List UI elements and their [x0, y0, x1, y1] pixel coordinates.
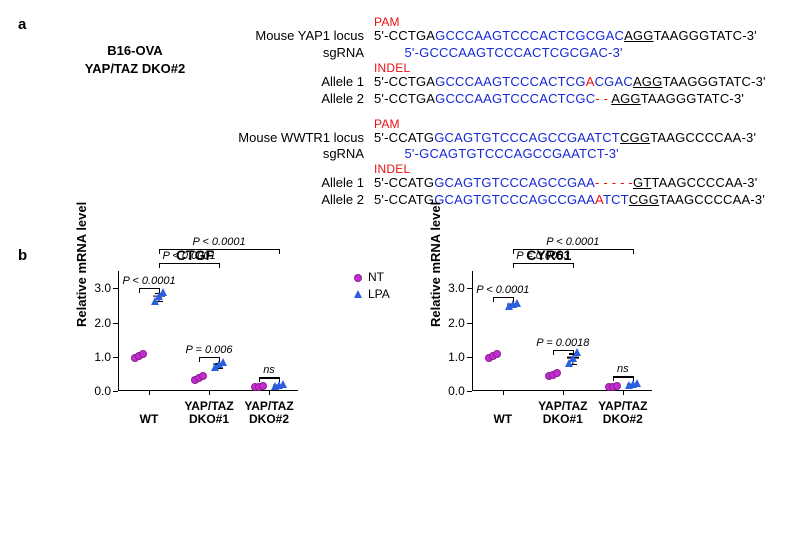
- sig-label: P < 0.0001: [476, 284, 529, 296]
- sequence-overlabel: INDEL: [234, 163, 766, 175]
- triangle-icon: [354, 290, 362, 298]
- data-point: [553, 369, 561, 377]
- panel-a: a B16-OVA YAP/TAZ DKO#2 PAMMouse YAP1 lo…: [18, 16, 789, 219]
- y-axis-label: Relative mRNA level: [428, 202, 443, 327]
- panel-b: b CTGF 0.0 1.0 2.0 3.0 WT YAP/TAZDKO#1 Y…: [18, 247, 789, 425]
- data-point: [513, 299, 521, 307]
- sig-label: P < 0.0001: [546, 236, 599, 248]
- x-tick-label: YAP/TAZDKO#1: [538, 400, 587, 426]
- chart-legend: NT LPA: [354, 269, 390, 425]
- sig-label: P < 0.0001: [122, 275, 175, 287]
- sequence-row: sgRNA 5'-GCAGTGTCCCAGCCGAATCT-3': [234, 146, 766, 163]
- sig-label: P = 0.006: [185, 344, 232, 356]
- x-tick-label: YAP/TAZDKO#1: [184, 400, 233, 426]
- legend-nt: NT: [354, 269, 390, 286]
- sig-label: P < 0.0001: [192, 236, 245, 248]
- data-point: [259, 382, 267, 390]
- y-tick-label: 3.0: [447, 281, 465, 295]
- y-tick-label: 0.0: [93, 384, 111, 398]
- y-tick-label: 2.0: [447, 316, 465, 330]
- data-point: [219, 358, 227, 366]
- legend-lpa: LPA: [354, 286, 390, 303]
- y-tick-label: 3.0: [93, 281, 111, 295]
- circle-icon: [354, 274, 362, 282]
- chart-cyr61: CYR61 0.0 1.0 2.0 3.0 WT YAP/TAZDKO#1 YA…: [434, 247, 664, 425]
- data-point: [159, 288, 167, 296]
- sequence-overlabel: PAM: [234, 118, 766, 130]
- sig-label: ns: [617, 363, 629, 375]
- data-point: [199, 372, 207, 380]
- sequence-row: Mouse YAP1 locus5'-CCTGAGCCCAAGTCCCACTCG…: [234, 28, 766, 45]
- data-point: [613, 382, 621, 390]
- sig-label: P = 0.0003: [516, 250, 569, 262]
- sig-label: P = 0.0018: [536, 337, 589, 349]
- y-tick-label: 2.0: [93, 316, 111, 330]
- data-point: [573, 348, 581, 356]
- y-tick-label: 1.0: [93, 350, 111, 364]
- x-tick-label: WT: [140, 413, 159, 426]
- data-point: [279, 380, 287, 388]
- sequence-row: Allele 15'-CCATGGCAGTGTCCCAGCCGAA- - - -…: [234, 175, 766, 192]
- chart-ctgf: CTGF 0.0 1.0 2.0 3.0 WT YAP/TAZDKO#1 YAP…: [80, 247, 310, 425]
- y-axis-label: Relative mRNA level: [74, 202, 89, 327]
- x-tick-label: YAP/TAZDKO#2: [244, 400, 293, 426]
- sig-label: P < 0.0001: [162, 250, 215, 262]
- sequence-row: Allele 15'-CCTGAGCCCAAGTCCCACTCGACGACAGG…: [234, 74, 766, 91]
- panel-a-label: a: [18, 16, 26, 33]
- y-tick-label: 0.0: [447, 384, 465, 398]
- sequence-overlabel: PAM: [234, 16, 766, 28]
- y-tick-label: 1.0: [447, 350, 465, 364]
- sequence-row: Mouse WWTR1 locus5'-CCATGGCAGTGTCCCAGCCG…: [234, 130, 766, 147]
- x-tick-label: YAP/TAZDKO#2: [598, 400, 647, 426]
- sequence-alignments: PAMMouse YAP1 locus5'-CCTGAGCCCAAGTCCCAC…: [234, 16, 766, 219]
- panel-b-label: b: [18, 247, 27, 264]
- sequence-row: Allele 25'-CCATGGCAGTGTCCCAGCCGAAATCTCGG…: [234, 192, 766, 209]
- data-point: [139, 350, 147, 358]
- data-point: [633, 379, 641, 387]
- sig-label: ns: [263, 364, 275, 376]
- sequence-overlabel: INDEL: [234, 62, 766, 74]
- data-point: [493, 350, 501, 358]
- sequence-row: sgRNA 5'-GCCCAAGTCCCACTCGCGAC-3': [234, 45, 766, 62]
- sequence-row: Allele 25'-CCTGAGCCCAAGTCCCACTCGC- - AGG…: [234, 91, 766, 108]
- x-tick-label: WT: [493, 413, 512, 426]
- sample-name: B16-OVA YAP/TAZ DKO#2: [60, 16, 210, 219]
